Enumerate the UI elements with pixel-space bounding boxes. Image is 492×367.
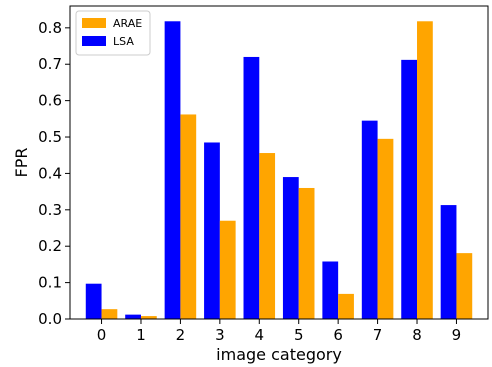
bar-arae-7 <box>377 138 394 319</box>
y-tick-label: 0.7 <box>38 55 62 73</box>
y-tick-label: 0.0 <box>38 310 62 328</box>
x-tick-label: 9 <box>452 326 462 344</box>
y-axis-ticks: 0.0 0.1 0.2 0.3 0.4 0.5 0.6 0.7 0.8 <box>38 19 70 328</box>
legend-label-arae: ARAE <box>113 17 142 30</box>
x-tick-label: 7 <box>373 326 383 344</box>
y-tick-label: 0.6 <box>38 92 62 110</box>
x-tick-label: 8 <box>412 326 422 344</box>
y-tick-label: 0.1 <box>38 274 62 292</box>
bar-lsa-3 <box>204 142 220 319</box>
bar-lsa-0 <box>85 283 102 319</box>
y-tick-label: 0.5 <box>38 128 62 146</box>
legend: ARAE LSA <box>75 10 151 56</box>
x-tick-label: 6 <box>333 326 343 344</box>
bar-arae-0 <box>101 309 118 319</box>
x-tick-label: 1 <box>136 326 146 344</box>
x-axis-label: image category <box>216 345 342 364</box>
bar-lsa-6 <box>322 261 339 319</box>
bar-arae-2 <box>180 114 197 320</box>
y-tick-label: 0.2 <box>38 237 62 255</box>
bar-arae-5 <box>298 187 315 319</box>
y-tick-label: 0.3 <box>38 201 62 219</box>
bar-lsa-5 <box>282 177 299 319</box>
bars-group <box>85 21 473 320</box>
x-tick-label: 2 <box>176 326 186 344</box>
bar-arae-4 <box>259 153 276 319</box>
legend-label-lsa: LSA <box>113 35 134 48</box>
bar-lsa-2 <box>164 21 181 320</box>
bar-arae-6 <box>338 293 354 319</box>
y-tick-label: 0.8 <box>38 19 62 37</box>
bar-arae-8 <box>417 21 433 320</box>
legend-swatch-arae <box>82 18 106 28</box>
bar-arae-1 <box>140 316 157 319</box>
bar-lsa-4 <box>243 56 260 319</box>
bar-lsa-9 <box>440 205 457 319</box>
bar-arae-9 <box>456 253 473 319</box>
bar-lsa-7 <box>361 120 378 319</box>
x-tick-label: 3 <box>215 326 225 344</box>
y-tick-label: 0.4 <box>38 164 62 182</box>
bar-arae-3 <box>219 220 236 319</box>
bar-lsa-1 <box>125 314 141 319</box>
y-axis-label: FPR <box>12 148 31 178</box>
plot-frame <box>69 5 489 320</box>
x-tick-label: 4 <box>255 326 265 344</box>
x-axis-ticks: 0 1 2 3 4 5 6 7 8 9 <box>97 319 461 344</box>
x-tick-label: 5 <box>294 326 304 344</box>
bar-lsa-8 <box>401 59 418 320</box>
x-tick-label: 0 <box>97 326 107 344</box>
legend-swatch-lsa <box>82 36 106 46</box>
